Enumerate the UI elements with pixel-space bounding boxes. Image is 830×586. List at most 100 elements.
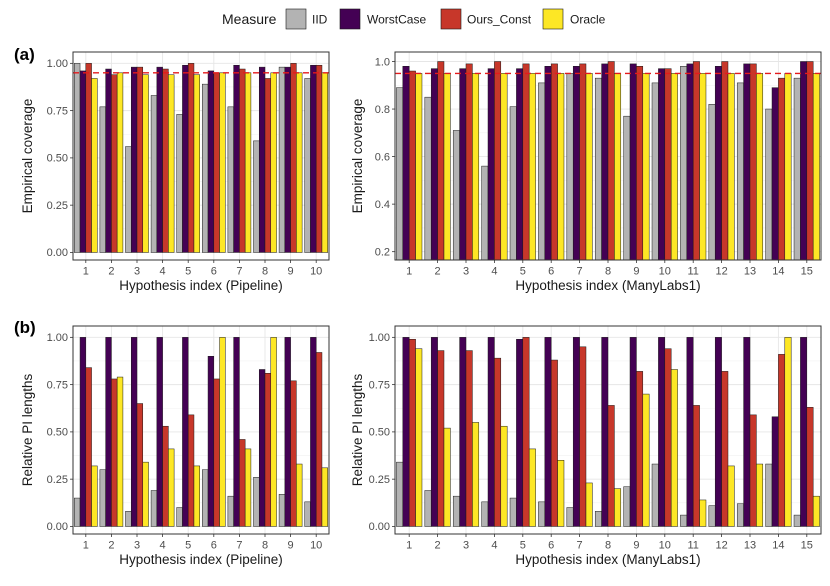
bar-worstcase-h8: [601, 63, 609, 261]
x-tick-label: 3: [463, 266, 469, 278]
bar-worstcase-h1: [402, 66, 410, 261]
bar-ours-const-h5: [522, 337, 530, 527]
bar-ours-const-h1: [85, 63, 92, 253]
bar-ours-const-h11: [692, 405, 700, 527]
bar-ours-const-h9: [636, 371, 644, 527]
bar-oracle-h5: [193, 74, 200, 253]
bar-oracle-h9: [642, 393, 650, 527]
bar-ours-const-h10: [315, 352, 323, 527]
bar-worstcase-h14: [771, 416, 779, 527]
bar-iid-h12: [708, 505, 716, 527]
bar-ours-const-h12: [721, 371, 729, 527]
bar-oracle-h13: [756, 463, 764, 527]
x-tick-label: 10: [310, 540, 322, 552]
x-tick-label: 5: [520, 540, 526, 552]
bar-worstcase-h1: [79, 337, 87, 527]
bar-oracle-h10: [670, 369, 678, 527]
bar-ours-const-h5: [187, 414, 195, 527]
bar-worstcase-h9: [284, 66, 291, 253]
bar-worstcase-h7: [233, 64, 240, 253]
x-tick-label: 13: [744, 540, 756, 552]
bar-ours-const-h9: [290, 380, 297, 527]
bar-ours-const-h10: [664, 68, 672, 261]
bar-oracle-h11: [699, 499, 707, 527]
bar-iid-h15: [793, 77, 801, 261]
x-tick-label: 6: [548, 266, 554, 278]
x-tick-label: 8: [262, 266, 268, 278]
bar-worstcase-h8: [601, 337, 609, 527]
bar-iid-h7: [227, 495, 234, 527]
y-tick-label: 1.00: [47, 332, 68, 344]
bar-oracle-h12: [727, 73, 735, 261]
panel-b-pipeline: 0.00 0.25 0.50 0.75 1.00 1 2 3 4 5 6 7 8 9 10 Hypothesi…: [20, 325, 330, 567]
bar-iid-h9: [623, 115, 631, 261]
bar-worstcase-h9: [629, 337, 637, 527]
x-tick-label: 8: [605, 540, 611, 552]
bar-ours-const-h6: [213, 378, 220, 527]
y-axis-title: Empirical coverage: [350, 99, 365, 214]
bar-oracle-h5: [528, 73, 536, 261]
y-tick-label: 1.0: [375, 56, 390, 68]
row-label-a: (a): [14, 45, 35, 64]
bar-worstcase-h3: [459, 68, 467, 261]
bar-iid-h11: [680, 66, 688, 261]
x-tick-label: 2: [435, 266, 441, 278]
bar-oracle-h7: [585, 73, 593, 261]
bar-oracle-h4: [500, 425, 508, 527]
bar-iid-h4: [481, 165, 489, 261]
bar-worstcase-h2: [105, 337, 112, 527]
panel-a-pipeline: 0.00 0.25 0.50 0.75 1.00 1 2 3 4 5 6 7 8 9 10 Hypothesi…: [20, 51, 330, 293]
y-tick-label: 0.4: [375, 199, 390, 211]
bar-iid-h4: [150, 490, 158, 527]
bar-oracle-h14: [784, 337, 792, 527]
bar-worstcase-h10: [310, 64, 317, 253]
bar-iid-h11: [680, 514, 688, 527]
bar-oracle-h1: [91, 78, 98, 253]
bar-oracle-h9: [296, 463, 303, 527]
x-tick-label: 14: [772, 540, 784, 552]
bar-oracle-h4: [168, 74, 175, 253]
bar-iid-h8: [594, 77, 602, 261]
bar-iid-h8: [594, 511, 602, 527]
y-tick-label: 0.2: [375, 246, 390, 258]
bar-ours-const-h2: [111, 378, 118, 527]
y-tick-label: 0.00: [369, 521, 390, 533]
x-tick-label: 4: [160, 266, 166, 278]
bar-ours-const-h12: [721, 61, 729, 261]
x-tick-label: 6: [548, 540, 554, 552]
y-tick-label: 0.50: [369, 427, 390, 439]
bar-worstcase-h7: [572, 337, 580, 527]
bar-oracle-h6: [219, 337, 226, 527]
bar-worstcase-h1: [402, 337, 410, 527]
bar-iid-h1: [396, 87, 404, 261]
x-tick-label: 1: [83, 266, 89, 278]
x-axis-title: Hypothesis index (ManyLabs1): [515, 278, 700, 293]
bar-iid-h13: [736, 82, 744, 261]
bar-oracle-h7: [585, 482, 593, 527]
y-tick-label: 0.75: [47, 105, 68, 117]
bar-ours-const-h5: [187, 63, 195, 253]
x-tick-label: 9: [633, 540, 639, 552]
bar-ours-const-h6: [550, 63, 558, 261]
bar-ours-const-h13: [749, 414, 757, 527]
x-tick-label: 5: [185, 266, 191, 278]
bar-iid-h14: [765, 108, 773, 261]
bar-ours-const-h4: [494, 357, 502, 527]
bar-ours-const-h8: [607, 405, 615, 527]
x-tick-label: 5: [520, 266, 526, 278]
x-tick-label: 6: [211, 266, 217, 278]
x-tick-label: 10: [310, 266, 322, 278]
legend-label-oracle: Oracle: [570, 13, 606, 27]
bar-oracle-h3: [142, 461, 149, 527]
bar-worstcase-h2: [430, 68, 438, 261]
bar-iid-h5: [176, 114, 183, 253]
bar-worstcase-h5: [516, 68, 524, 261]
legend: Measure IID WorstCase Ours_Const Oracle: [222, 8, 606, 30]
x-tick-label: 8: [605, 266, 611, 278]
bar-ours-const-h9: [290, 63, 297, 253]
bar-worstcase-h8: [258, 369, 266, 527]
bar-worstcase-h3: [130, 337, 138, 527]
bar-oracle-h4: [500, 73, 508, 261]
bar-ours-const-h10: [315, 64, 323, 253]
